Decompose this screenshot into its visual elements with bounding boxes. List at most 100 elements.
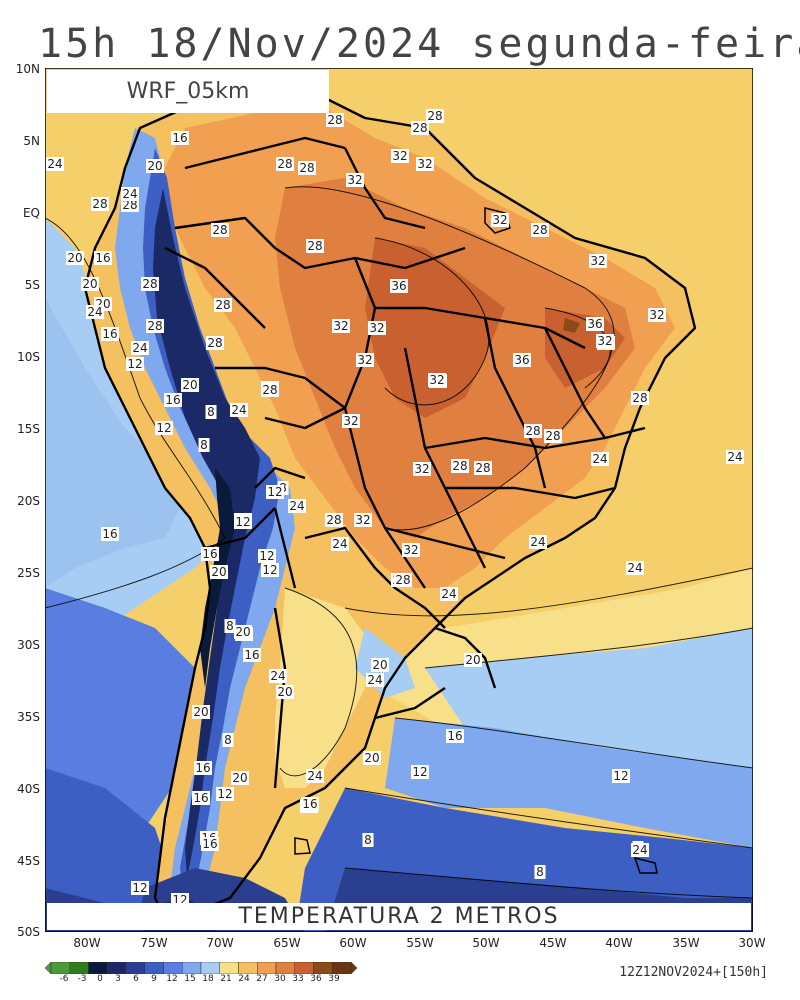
contour-label: 28 (91, 197, 109, 211)
lat-label-eq: EQ (22, 206, 40, 220)
contour-label: 24 (440, 587, 458, 601)
contour-label-text: 32 (355, 513, 370, 527)
contour-label-text: 12 (262, 563, 277, 577)
colorbar-tick: 24 (238, 974, 250, 984)
contour-label-bg (230, 403, 248, 417)
contour-label: 8 (534, 865, 546, 879)
contour-label-text: 20 (147, 159, 162, 173)
contour-label: 32 (413, 462, 431, 476)
lon-label-45w: 45W (539, 936, 567, 950)
contour-label-bg (416, 157, 434, 171)
contour-label-text: 28 (327, 113, 342, 127)
contour-label: 32 (342, 414, 360, 428)
contour-label: 16 (301, 797, 319, 811)
contour-label-text: 36 (514, 353, 529, 367)
contour-label-bg (94, 251, 112, 265)
contour-label-bg (474, 461, 492, 475)
contour-label: 28 (206, 336, 224, 350)
contour-label-bg (276, 157, 294, 171)
contour-label: 16 (164, 393, 182, 407)
lat-label-30s: 30S (17, 638, 40, 652)
contour-label: 32 (356, 353, 374, 367)
contour-label: 28 (394, 573, 412, 587)
contour-label-text: 20 (211, 565, 226, 579)
contour-label-text: 20 (372, 658, 387, 672)
contour-label-text: 12 (156, 421, 171, 435)
contour-label: 32 (354, 513, 372, 527)
contour-label-bg (612, 769, 630, 783)
contour-label: 24 (230, 403, 248, 417)
contour-label-text: 28 (262, 383, 277, 397)
contour-label: 32 (391, 149, 409, 163)
contour-label-bg (243, 648, 261, 662)
colorbar-tick: 12 (166, 974, 178, 984)
contour-label-bg (261, 563, 279, 577)
contour-label: 16 (101, 327, 119, 341)
contour-label-text: 32 (649, 308, 664, 322)
contour-label-bg (331, 537, 349, 551)
contour-label: 24 (306, 769, 324, 783)
contour-label: 28 (298, 161, 316, 175)
contour-label: 28 (306, 239, 324, 253)
contour-label-bg (205, 405, 217, 419)
contour-label-bg (181, 378, 199, 392)
contour-label-bg (426, 109, 444, 123)
lat-label-5n: 5N (23, 134, 40, 148)
contour-label: 20 (81, 277, 99, 291)
contour-label-text: 28 (532, 223, 547, 237)
contour-label-bg (121, 198, 139, 212)
contour-label-bg (464, 653, 482, 667)
contour-label-bg (201, 837, 219, 851)
colorbar-cell (219, 962, 239, 974)
colorbar-tick: 0 (97, 974, 103, 984)
contour-label-text: 28 (92, 197, 107, 211)
colorbar-cell (200, 962, 220, 974)
contour-label-bg (491, 213, 509, 227)
contour-label-text: 16 (95, 251, 110, 265)
contour-label-text: 24 (231, 403, 246, 417)
contour-label: 32 (648, 308, 666, 322)
contour-label-bg (589, 254, 607, 268)
contour-label: 20 (66, 251, 84, 265)
contour-label: 20 (276, 685, 294, 699)
contour-label-bg (332, 319, 350, 333)
contour-label-bg (216, 787, 234, 801)
contour-label: 16 (194, 761, 212, 775)
contour-label-text: 32 (597, 334, 612, 348)
contour-label-bg (131, 341, 149, 355)
lon-label-55w: 55W (406, 936, 434, 950)
contour-label-text: 28 (212, 223, 227, 237)
contour-label-text: 24 (727, 450, 742, 464)
contour-label-text: 8 (224, 733, 232, 747)
lon-label-35w: 35W (672, 936, 700, 950)
contour-label-bg (451, 459, 469, 473)
contour-label-bg (131, 881, 149, 895)
colorbar-cell (163, 962, 183, 974)
contour-label-bg (201, 547, 219, 561)
contour-label: 20 (181, 378, 199, 392)
contour-label: 36 (390, 279, 408, 293)
contour-label: 12 (216, 787, 234, 801)
contour-label-text: 8 (364, 833, 372, 847)
colorbar-cell (125, 962, 145, 974)
contour-label-text: 32 (357, 353, 372, 367)
contour-label-text: 24 (289, 499, 304, 513)
contour-label-bg (346, 173, 364, 187)
contour-label-bg (411, 121, 429, 135)
contour-label-text: 24 (627, 561, 642, 575)
contour-label-text: 24 (592, 452, 607, 466)
contour-label: 24 (631, 843, 649, 857)
model-label: WRF_05km (47, 70, 329, 113)
contour-label: 32 (332, 319, 350, 333)
contour-label: 28 (214, 298, 232, 312)
contour-label-bg (81, 277, 99, 291)
contour-label-text: 24 (441, 587, 456, 601)
lat-label-35s: 35S (17, 710, 40, 724)
colorbar-cell (88, 962, 108, 974)
contour-label: 28 (276, 157, 294, 171)
contour-label: 24 (726, 450, 744, 464)
contour-label-text: 24 (87, 305, 102, 319)
contour-label-bg (121, 187, 139, 201)
contour-label-bg (266, 485, 284, 499)
